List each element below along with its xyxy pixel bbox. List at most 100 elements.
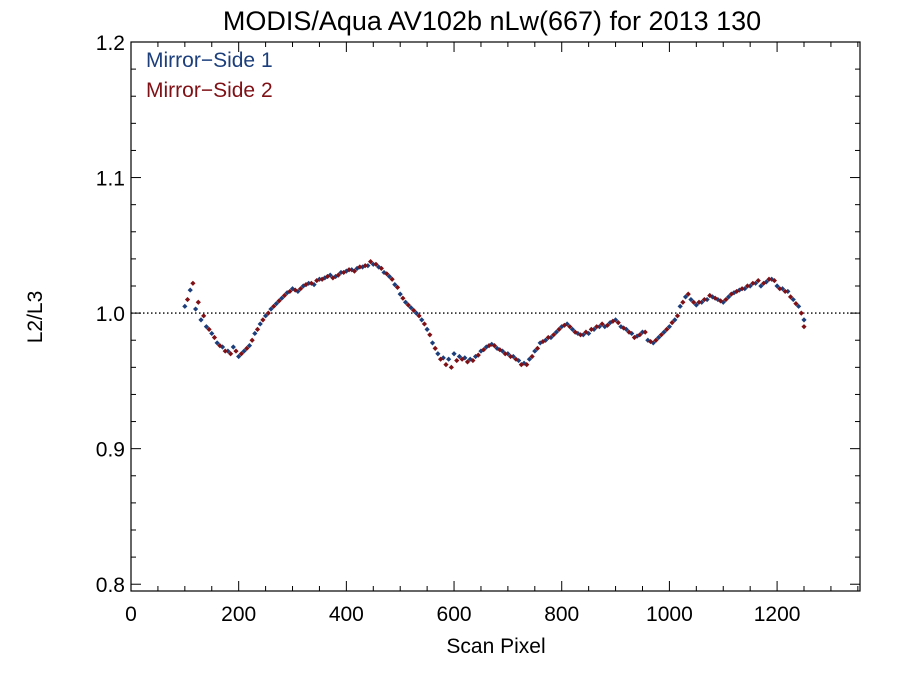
x-tick-label: 1200 xyxy=(754,603,801,626)
scatter-point xyxy=(265,310,271,316)
scatter-point xyxy=(758,283,764,289)
scatter-point xyxy=(548,334,554,341)
scatter-point xyxy=(567,324,573,330)
scatter-point xyxy=(437,356,444,362)
scatter-point xyxy=(327,272,333,278)
scatter-point xyxy=(599,321,605,327)
scatter-point xyxy=(459,356,465,362)
scatter-point xyxy=(569,326,576,332)
scatter-point xyxy=(612,317,619,323)
scatter-point xyxy=(559,324,565,330)
scatter-point xyxy=(777,286,783,292)
scatter-point xyxy=(656,334,662,341)
scatter-point xyxy=(365,263,371,269)
scatter-point xyxy=(454,357,460,364)
scatter-point xyxy=(470,357,476,364)
scatter-point xyxy=(451,351,457,357)
x-tick-label: 600 xyxy=(437,603,472,626)
scatter-point xyxy=(435,351,441,357)
scatter-point xyxy=(607,320,613,326)
scatter-point xyxy=(184,296,191,303)
scatter-point xyxy=(497,347,503,353)
scatter-point xyxy=(591,326,597,332)
scatter-point xyxy=(618,324,624,330)
scatter-point xyxy=(674,313,681,319)
y-tick-label: 0.8 xyxy=(96,574,125,597)
scatter-point xyxy=(556,326,562,332)
scatter-point xyxy=(448,364,454,370)
scatter-point xyxy=(384,271,390,277)
scatter-point xyxy=(462,355,468,361)
scatter-point xyxy=(209,330,215,337)
axis-ticks xyxy=(130,41,860,591)
scatter-point xyxy=(682,294,689,300)
scatter-point xyxy=(744,283,751,289)
scatter-point xyxy=(755,277,761,284)
scatter-point xyxy=(529,353,535,360)
scatter-point xyxy=(669,320,675,326)
scatter-point xyxy=(354,265,360,271)
scatter-point xyxy=(260,317,266,323)
x-tick-label: 800 xyxy=(544,603,579,626)
chart-title: MODIS/Aqua AV102b nLw(667) for 2013 130 xyxy=(223,6,761,36)
scatter-point xyxy=(723,296,729,303)
scatter-point xyxy=(292,287,298,293)
scatter-point xyxy=(701,296,708,303)
scatter-point xyxy=(429,340,436,346)
scatter-point xyxy=(507,353,514,360)
scatter-point xyxy=(717,298,724,304)
scatter-point xyxy=(726,294,732,300)
scatter-point xyxy=(346,267,352,273)
scatter-point xyxy=(623,326,629,332)
legend-item-mirror-side-2: Mirror−Side 2 xyxy=(146,79,273,102)
scatter-point xyxy=(182,303,188,309)
scatter-point xyxy=(561,322,568,328)
scatter-point xyxy=(518,362,524,368)
scatter-point xyxy=(750,280,756,286)
scatter-point xyxy=(486,343,492,349)
scatter-point xyxy=(588,326,594,332)
scatter-point xyxy=(370,261,376,267)
scatter-point xyxy=(602,324,608,330)
scatter-point xyxy=(801,324,807,330)
scatter-point xyxy=(389,276,395,282)
scatter-point xyxy=(287,288,293,295)
scatter-point xyxy=(626,329,632,335)
scatter-point xyxy=(677,303,683,309)
scatter-point xyxy=(187,287,193,293)
scatter-point xyxy=(341,269,347,276)
scatter-point xyxy=(322,275,328,281)
scatter-point xyxy=(747,283,753,289)
scatter-point xyxy=(297,286,304,292)
scatter-point xyxy=(637,332,643,338)
scatter-point xyxy=(779,286,786,292)
scatter-point xyxy=(696,299,702,305)
scatter-point xyxy=(739,286,745,292)
scatter-point xyxy=(263,313,269,319)
scatter-point xyxy=(195,299,201,305)
scatter-point xyxy=(424,326,430,332)
scatter-point xyxy=(771,277,777,284)
scatter-point xyxy=(308,280,314,286)
scatter-point xyxy=(343,268,349,274)
scatter-point xyxy=(564,321,570,327)
scatter-point xyxy=(225,348,231,354)
y-tick-label: 1.1 xyxy=(96,168,125,191)
scatter-point xyxy=(664,326,670,332)
scatter-point xyxy=(769,276,775,282)
scatter-point xyxy=(766,276,772,282)
y-tick-label: 1.2 xyxy=(96,32,125,55)
scatter-point xyxy=(432,345,438,351)
scatter-point xyxy=(709,294,716,300)
scatter-point xyxy=(594,324,600,330)
scatter-point xyxy=(236,353,242,360)
scatter-point xyxy=(532,348,538,354)
scatter-point xyxy=(774,283,780,289)
scatter-point xyxy=(373,261,379,267)
scatter-point xyxy=(351,268,358,274)
scatter-point xyxy=(281,292,288,299)
scatter-point xyxy=(688,296,694,303)
scatter-point xyxy=(685,291,691,297)
scatter-point xyxy=(271,303,277,309)
